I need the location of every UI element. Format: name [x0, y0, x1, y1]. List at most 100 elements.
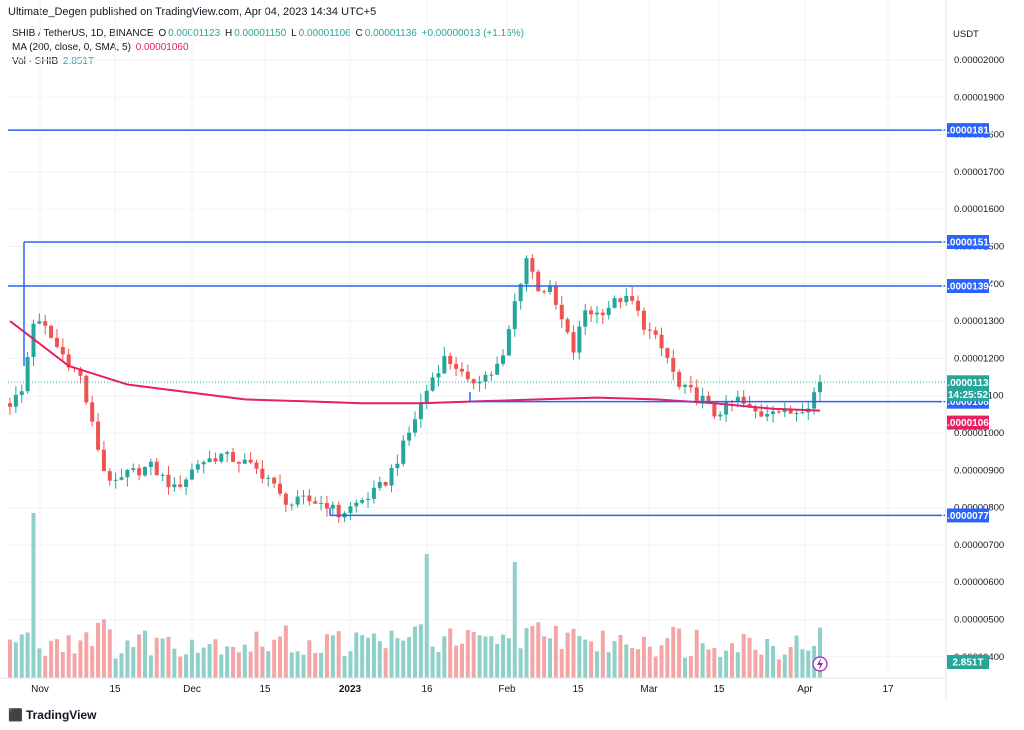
price-axis[interactable]: 0.000020000.000019000.000018000.00001700… — [954, 55, 1004, 663]
volume-bar — [612, 641, 617, 678]
volume-bar — [524, 628, 529, 678]
x-tick-label: 2023 — [339, 684, 362, 695]
volume-bar — [413, 626, 417, 678]
volume-bar — [8, 639, 12, 678]
volume-bar — [178, 656, 183, 678]
candle-body — [131, 468, 136, 470]
axis-badges: 0.00001812 0.00001512 0.00001394 0.00001084… — [942, 123, 995, 669]
candle-body — [60, 346, 65, 355]
flash-icon[interactable] — [812, 656, 828, 672]
y-tick-label: 0.00002000 — [954, 55, 1004, 66]
volume-bar — [565, 632, 570, 678]
volume-bar — [489, 636, 494, 678]
volume-bar — [436, 651, 441, 678]
volume-bars — [8, 513, 822, 678]
candle-body — [483, 374, 488, 382]
candle-body — [812, 392, 817, 409]
x-tick-label: 16 — [421, 684, 433, 695]
candle-body — [143, 467, 147, 476]
volume-bar — [700, 643, 705, 678]
volume-bar — [430, 646, 435, 678]
candle-body — [154, 461, 159, 476]
volume-label[interactable]: Vol · SHIB — [12, 56, 59, 67]
volume-bar — [60, 652, 65, 678]
candle-body — [148, 461, 153, 468]
level-badge — [947, 508, 989, 523]
high-label: H — [224, 28, 233, 39]
volume-bar — [107, 629, 112, 678]
volume-bar — [19, 634, 24, 678]
volume-bar — [530, 625, 535, 678]
candle-body — [254, 462, 259, 469]
candle-body — [301, 495, 306, 497]
candle-body — [160, 474, 165, 476]
candle-body — [166, 474, 171, 488]
tradingview-brand[interactable]: ⬛ TradingView — [8, 708, 96, 722]
candle-body — [800, 412, 805, 414]
candle-body — [700, 395, 705, 401]
candle-body — [289, 504, 294, 506]
volume-bar — [542, 636, 547, 678]
time-axis[interactable]: Nov 15 Dec 15 2023 16 Feb 15 Mar 15 Apr 17 — [31, 684, 894, 695]
volume-bar — [172, 648, 177, 678]
candle-body — [84, 375, 89, 403]
volume-bar — [119, 653, 124, 678]
candle-body — [395, 463, 400, 469]
horizontal-levels[interactable] — [8, 129, 946, 517]
volume-bar — [782, 654, 787, 678]
volume-bar — [90, 646, 95, 678]
volume-bar — [606, 652, 611, 678]
volume-bar — [589, 641, 594, 678]
level-badge-label: 0.00001812 — [942, 126, 995, 137]
volume-bar — [553, 626, 558, 678]
candle-body — [137, 468, 142, 476]
volume-bar — [342, 655, 347, 678]
volume-bar — [207, 644, 212, 678]
volume-bar — [442, 636, 447, 678]
candle-body — [418, 402, 423, 420]
volume-bar — [753, 649, 758, 678]
volume-bar — [688, 656, 693, 678]
x-tick-label: 17 — [882, 684, 894, 695]
volume-bar — [806, 650, 811, 678]
candle-body — [536, 271, 541, 292]
candle-body — [371, 487, 376, 499]
volume-bar — [518, 648, 523, 678]
candle-body — [8, 403, 12, 407]
volume-bar — [448, 628, 453, 678]
candle-body — [465, 371, 470, 380]
candle-body — [495, 363, 500, 375]
volume-badge-label: 2.851T — [952, 658, 983, 669]
candle-body — [25, 357, 30, 392]
ma-label[interactable]: MA (200, close, 0, SMA, 5) — [12, 42, 131, 53]
volume-bar — [330, 635, 335, 678]
volume-bar — [25, 632, 30, 678]
candle-body — [219, 453, 224, 462]
candle-body — [577, 326, 582, 353]
volume-badge — [947, 655, 989, 669]
candle-body — [559, 304, 564, 320]
candle-body — [471, 379, 476, 384]
volume-bar — [148, 655, 153, 678]
volume-bar — [96, 622, 101, 678]
y-tick-label: 0.00000500 — [954, 615, 1004, 626]
volume-bar — [360, 635, 365, 678]
volume-bar — [776, 659, 781, 678]
candle-body — [213, 458, 218, 462]
candle-body — [442, 355, 447, 374]
volume-bar — [677, 628, 682, 678]
volume-bar — [501, 634, 506, 678]
candle-body — [489, 374, 494, 376]
candle-body — [618, 298, 623, 303]
symbol-label[interactable]: SHIB / TetherUS, 1D, BINANCE — [12, 28, 154, 39]
candle-body — [31, 323, 36, 358]
symbol-legend: SHIB / TetherUS, 1D, BINANCE O 0.00001123… — [12, 28, 526, 39]
volume-bar — [694, 629, 699, 678]
volume-bar — [260, 646, 265, 678]
candle-body — [818, 382, 822, 393]
candle-body — [389, 468, 394, 486]
volume-legend: Vol · SHIB 2.851T — [12, 56, 96, 67]
volume-bar — [383, 648, 388, 678]
candle-body — [307, 495, 312, 502]
